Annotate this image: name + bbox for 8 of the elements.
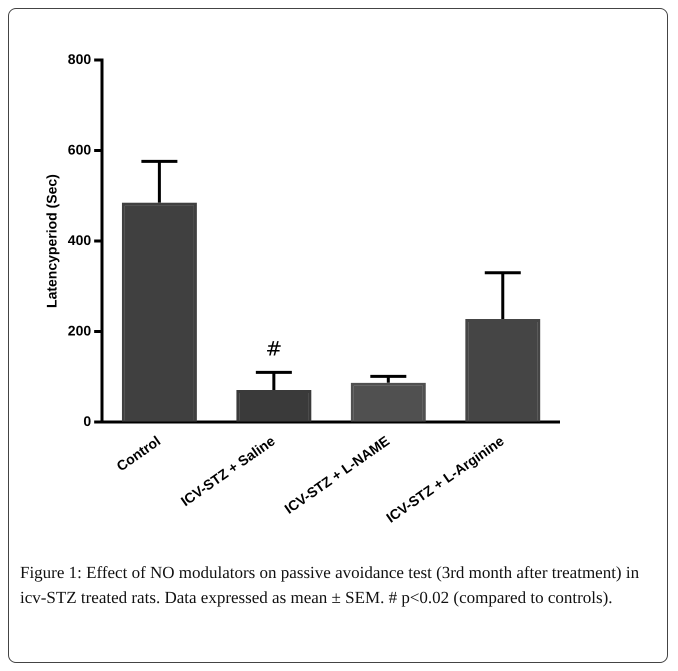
y-tick-label: 400 (68, 232, 92, 248)
annotation: # (265, 336, 282, 361)
y-tick-label: 200 (68, 322, 92, 338)
y-tick-label: 600 (68, 141, 92, 158)
y-axis-title: Latencyperiod (Sec) (43, 174, 60, 308)
caption: Figure 1: Effect of NO modulators on passive avoidance test (3rd month after treatment) in icv-STZ treated rats. Data expressed as mean ± SEM. # p<0.02 (compared to controls). (20, 562, 640, 609)
y-tick-label: 800 (68, 50, 92, 67)
y-tick-label: 0 (83, 413, 92, 430)
